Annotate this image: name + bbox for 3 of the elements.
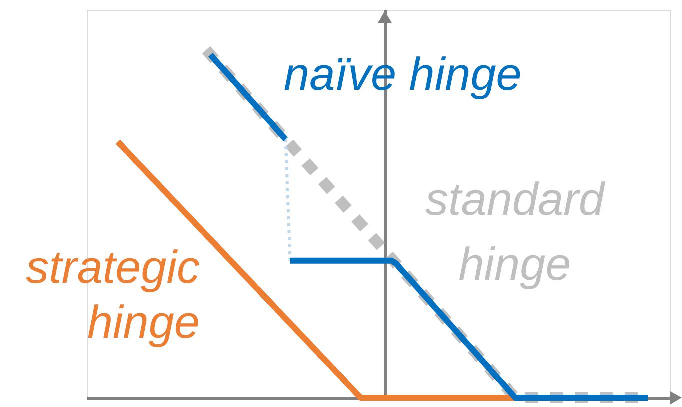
series-label: standard hinge	[425, 173, 606, 290]
series-label: naïve hinge	[284, 48, 522, 100]
series-label: strategic hinge	[26, 241, 200, 348]
